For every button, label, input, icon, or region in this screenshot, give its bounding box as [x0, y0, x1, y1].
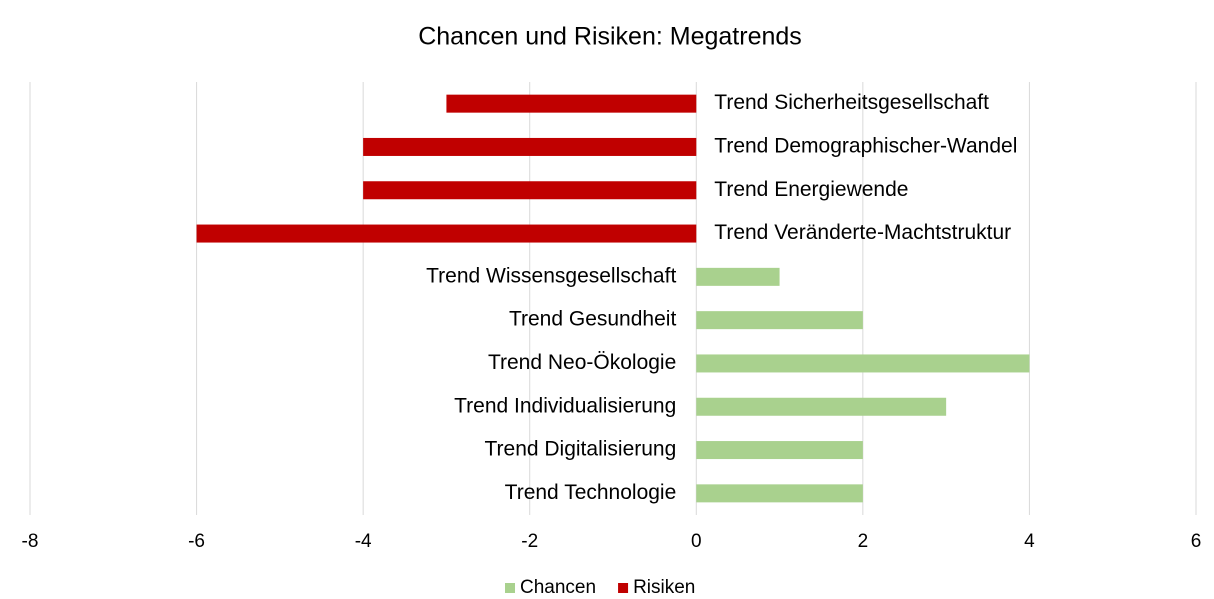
- x-tick-label: -8: [22, 531, 39, 552]
- bar: [696, 267, 780, 286]
- chart-title: Chancen und Risiken: Megatrends: [418, 23, 802, 51]
- category-label: Trend Gesundheit: [509, 308, 676, 331]
- x-tick-label: -4: [355, 531, 372, 552]
- category-label: Trend Wissensgesellschaft: [426, 264, 676, 287]
- legend-label: Chancen: [520, 577, 596, 598]
- x-tick-label: 6: [1191, 531, 1202, 552]
- legend-swatch: [618, 583, 629, 593]
- category-label: Trend Neo-Ökologie: [488, 351, 676, 374]
- bar: [696, 311, 863, 330]
- category-label: Trend Technologie: [505, 481, 677, 504]
- category-label: Trend Individualisierung: [454, 394, 676, 417]
- category-label: Trend Energiewende: [714, 178, 908, 201]
- legend-swatch: [505, 583, 515, 593]
- bar: [696, 354, 1030, 373]
- bar: [446, 94, 697, 113]
- category-label: Trend Digitalisierung: [484, 438, 676, 461]
- legend-label: Risiken: [633, 577, 695, 598]
- bar: [363, 137, 697, 156]
- category-label: Trend Veränderte-Machtstruktur: [714, 221, 1011, 244]
- bar: [363, 181, 697, 200]
- bar: [696, 484, 863, 503]
- bar: [696, 441, 863, 460]
- bar: [196, 224, 697, 243]
- category-label: Trend Demographischer-Wandel: [714, 134, 1017, 157]
- x-tick-label: 2: [858, 531, 869, 552]
- bar: [696, 397, 947, 416]
- category-label: Trend Sicherheitsgesellschaft: [714, 91, 989, 114]
- x-tick-label: -2: [521, 531, 538, 552]
- x-tick-label: -6: [188, 531, 205, 552]
- x-tick-label: 0: [691, 531, 702, 552]
- x-tick-label: 4: [1024, 531, 1035, 552]
